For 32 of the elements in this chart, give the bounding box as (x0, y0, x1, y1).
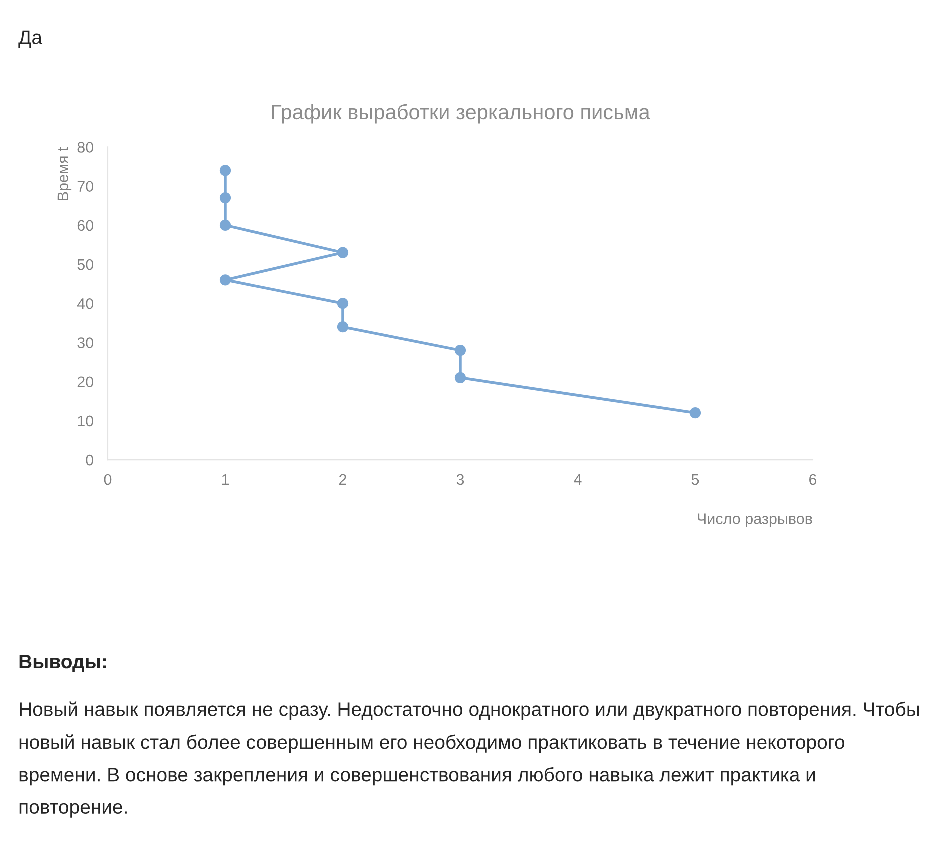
point (337, 322, 349, 333)
y-tick-label: 10 (78, 416, 94, 427)
y-tick-label: 40 (77, 298, 94, 310)
point (220, 192, 232, 204)
y-tick-label: 30 (78, 338, 94, 348)
y-tick-label: 60 (78, 220, 94, 232)
y-tick-label: 20 (78, 376, 94, 388)
text: Выводы: (20, 655, 106, 672)
x-tick-label: 1 (222, 474, 229, 485)
x-axis-title: Число разрывов (698, 514, 812, 528)
point (337, 247, 349, 258)
point (220, 274, 232, 286)
y-tick-label: 50 (78, 259, 94, 270)
x-tick-label: 4 (574, 474, 582, 485)
x-tick-label: 6 (810, 474, 817, 486)
y-tick-label: 0 (86, 454, 94, 466)
point (690, 408, 702, 419)
text: Да (18, 30, 43, 48)
point (220, 220, 232, 231)
point (454, 372, 466, 384)
x-tick-label: 0 (104, 474, 112, 486)
point (337, 298, 349, 310)
x-tick-label: 3 (456, 474, 464, 486)
point (454, 344, 466, 356)
point (220, 165, 232, 176)
y-axis-title: Время t (58, 147, 72, 200)
chart-title: График выработки зеркального письма (272, 104, 650, 124)
x-tick-label: 5 (692, 474, 700, 486)
x-tick-label: 2 (340, 474, 346, 485)
y-tick-label: 80 (78, 142, 94, 153)
text: Новый навык появляется не сразу. Недостаточно однократного или двукратного повторения. Чтобы новый навык стал более совершенным его необходимо практиковать в течение некоторого времени. В основе закрепления и совершенствования любого навыка лежит практика и повторение. (20, 702, 920, 818)
y-tick-label: 70 (78, 181, 94, 192)
